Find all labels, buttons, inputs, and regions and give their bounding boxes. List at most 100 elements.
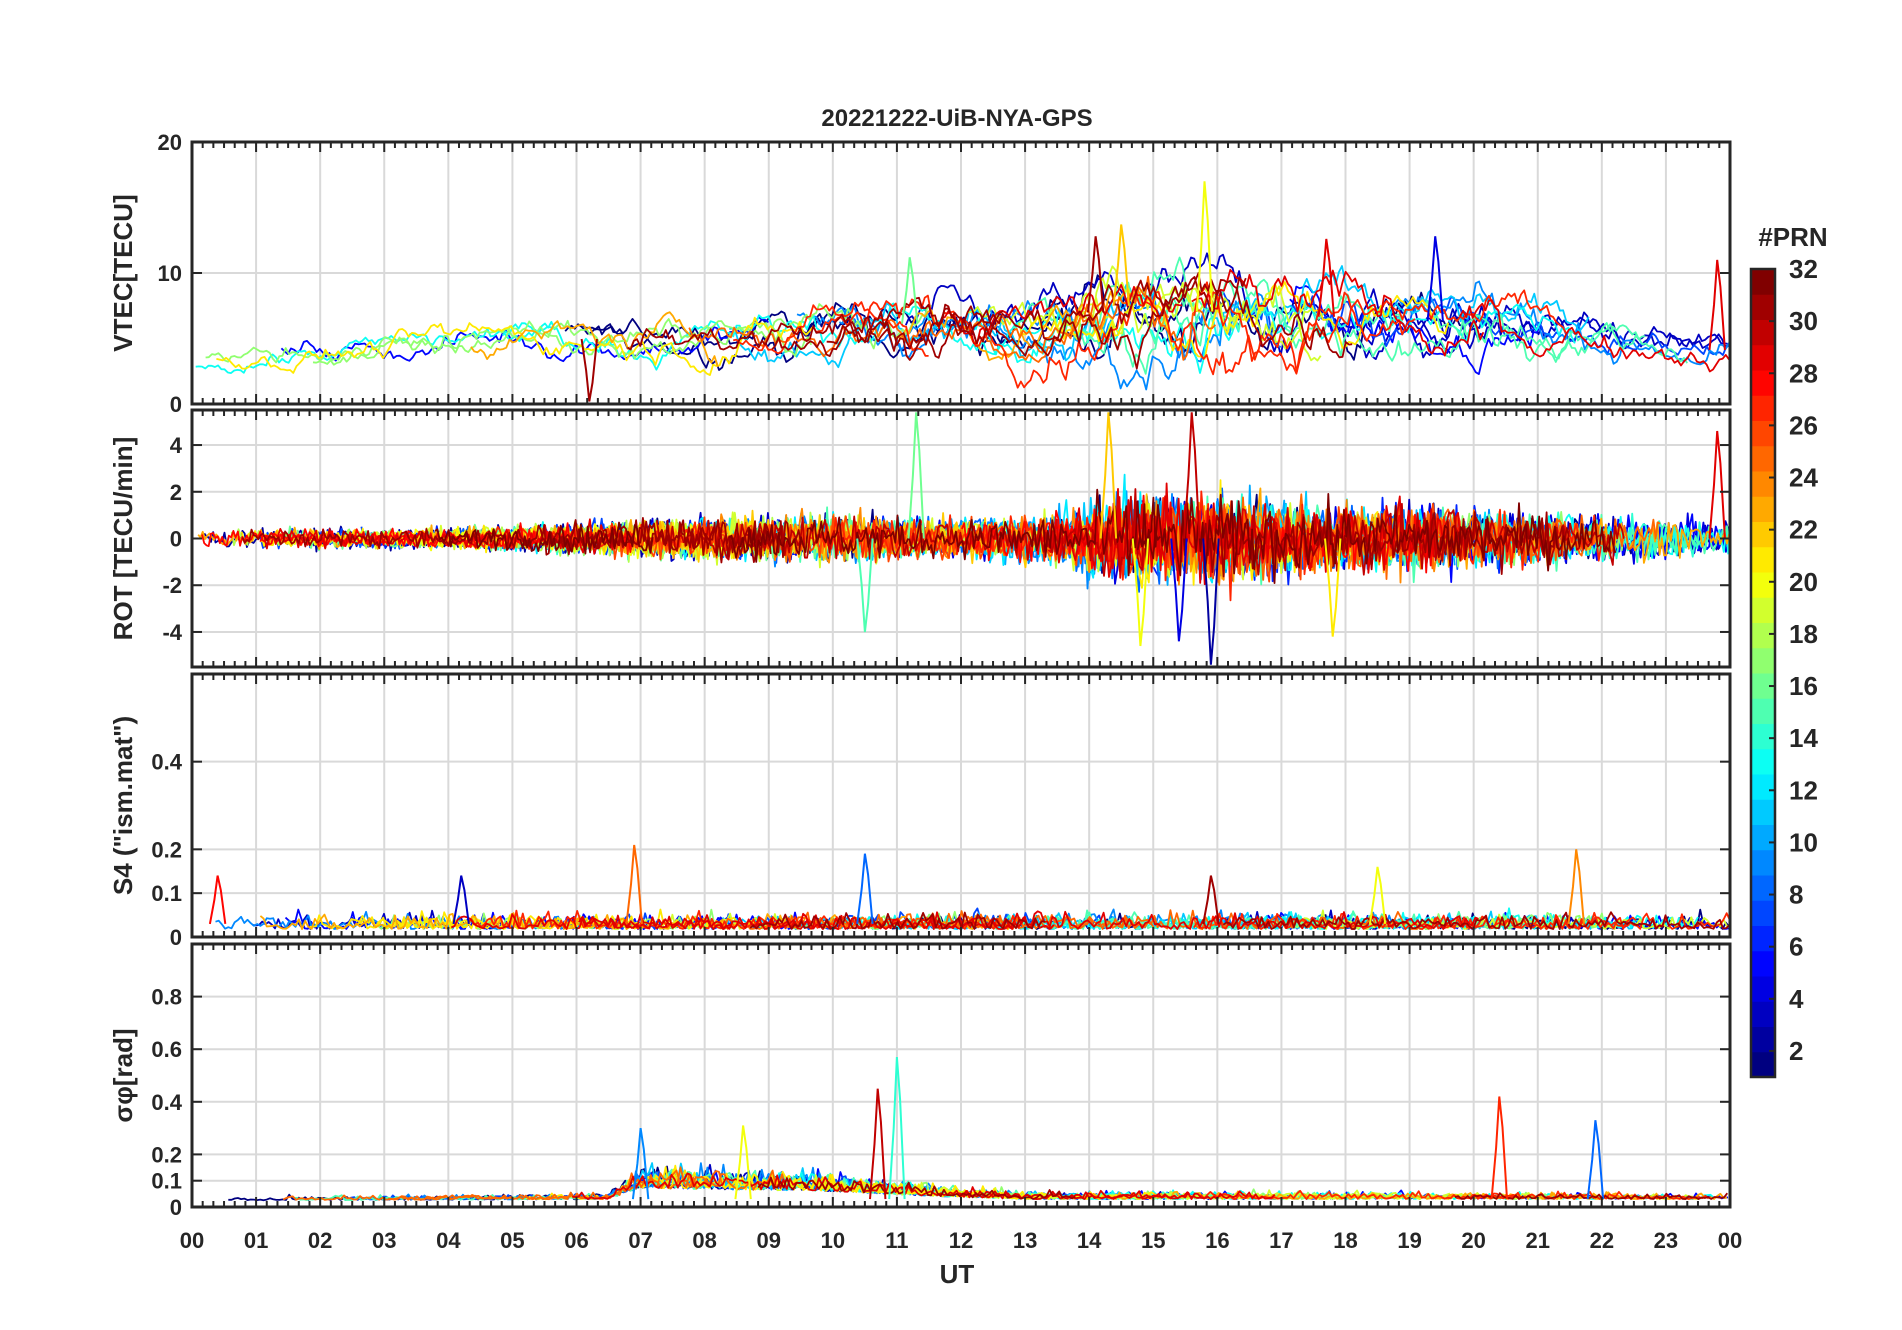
colorbar-level — [1751, 471, 1775, 497]
peak-line-prn-4 — [1426, 236, 1444, 322]
colorbar-level — [1751, 496, 1775, 522]
x-tick-label: 01 — [244, 1228, 268, 1253]
series-line-prn-17 — [312, 303, 932, 364]
peak-line-prn-9 — [631, 1127, 650, 1200]
colorbar-tick-label: 6 — [1789, 932, 1803, 962]
series-line-prn-32 — [728, 488, 1161, 577]
series-line-prn-31 — [1222, 911, 1730, 930]
series-line-prn-3 — [1333, 305, 1729, 361]
x-tick-label: 00 — [180, 1228, 204, 1253]
panel-series — [197, 412, 1730, 665]
series-line-prn-27 — [1193, 281, 1567, 374]
series-line-prn-25 — [977, 275, 1217, 361]
colorbar-level — [1751, 774, 1775, 800]
peak-line-prn-8 — [856, 853, 874, 925]
series-line-prn-23 — [470, 311, 719, 368]
x-tick-label: 20 — [1461, 1228, 1485, 1253]
x-axis-label: UT — [940, 1259, 975, 1289]
series-line-prn-25 — [688, 310, 1107, 363]
panel-ticks — [191, 944, 1731, 1208]
peak-line-prn-20 — [1131, 538, 1150, 647]
peak-line-prn-21 — [1324, 538, 1342, 637]
x-tick-label: 09 — [757, 1228, 781, 1253]
peak-line-prn-31 — [1202, 875, 1220, 925]
x-tick-label: 23 — [1654, 1228, 1678, 1253]
colorbar-level — [1751, 622, 1775, 649]
series-line-prn-31 — [749, 911, 1045, 930]
colorbar-tick-label: 4 — [1789, 984, 1804, 1014]
series-line-prn-23 — [1057, 1190, 1652, 1200]
panel-sigma_phi: 00.10.2 0.4 0.6 0.8 σφ[rad] — [108, 942, 1732, 1220]
colorbar-tick-label: 14 — [1789, 723, 1818, 753]
x-tick-label: 00 — [1718, 1228, 1742, 1253]
colorbar-level — [1751, 950, 1775, 977]
y-tick-label: 0 — [170, 392, 182, 417]
panel-ticks — [191, 141, 1731, 405]
colorbar-tick-label: 28 — [1789, 358, 1818, 388]
series-line-prn-25 — [282, 1166, 724, 1201]
peak-line-prn-22 — [1112, 224, 1130, 306]
series-line-prn-19 — [1041, 265, 1322, 362]
y-tick-label: 0.4 — [151, 1090, 182, 1115]
series-line-prn-5 — [280, 316, 769, 363]
peak-line-prn-28 — [208, 875, 227, 925]
x-tick-label: 17 — [1269, 1228, 1293, 1253]
y-tick-label: 0.2 — [151, 1142, 182, 1167]
x-tick-label: 15 — [1141, 1228, 1165, 1253]
peak-line-prn-20 — [1195, 181, 1214, 312]
colorbar-level — [1751, 1026, 1775, 1053]
y-axis-label-sigma_phi: σφ[rad] — [108, 1028, 138, 1122]
colorbar-level — [1751, 546, 1775, 573]
panel-rot: -4 -2 0 2 4 ROT [TECU/min] — [108, 408, 1732, 669]
panel-series — [208, 844, 1730, 930]
colorbar-level — [1751, 319, 1775, 346]
chart-title: 20221222-UiB-NYA-GPS — [821, 105, 1092, 132]
y-tick-label: 0.8 — [151, 985, 182, 1010]
colorbar-level — [1751, 294, 1775, 320]
colorbar-tick-label: 16 — [1789, 671, 1818, 701]
y-tick-label: 0.6 — [151, 1037, 182, 1062]
colorbar-level — [1751, 445, 1775, 472]
y-axis-label-rot: ROT [TECU/min] — [108, 437, 138, 641]
peak-line-prn-31 — [580, 338, 598, 402]
series-line-prn-32 — [434, 521, 654, 555]
panel-series — [228, 1057, 1729, 1202]
peak-line-prn-30 — [869, 1088, 887, 1200]
peak-line-prn-27 — [1490, 1096, 1508, 1200]
panel-vtec: 0 10 20 VTEC[TECU] — [108, 130, 1732, 417]
peak-line-prn-16 — [907, 412, 925, 539]
panel-ticks — [191, 674, 1731, 938]
y-tick-label: 0.1 — [151, 881, 182, 906]
peak-line-prn-24 — [1567, 849, 1585, 925]
colorbar-tick-label: 2 — [1789, 1036, 1803, 1066]
peak-line-prn-30 — [1183, 412, 1201, 539]
series-line-prn-31 — [539, 517, 772, 564]
peak-line-prn-2 — [1202, 538, 1220, 665]
y-tick-label: 4 — [170, 433, 183, 458]
peak-line-prn-25 — [625, 844, 643, 925]
panel-grid — [191, 674, 1731, 938]
y-tick-label: 0 — [170, 925, 182, 950]
x-tick-label: 19 — [1397, 1228, 1421, 1253]
x-tick-label: 03 — [372, 1228, 396, 1253]
peak-line-prn-31 — [1086, 236, 1105, 313]
colorbar-label: #PRN — [1758, 222, 1827, 252]
y-tick-label: 20 — [158, 130, 182, 155]
x-tick-label: 14 — [1077, 1228, 1102, 1253]
x-tick-labels: 00 01 02 03 04 05 06 07 08 09 10 11 12 13 14 15 16 17 18 19… — [180, 1228, 1742, 1253]
colorbar-level — [1751, 900, 1775, 926]
peak-line-prn-20 — [734, 1125, 752, 1200]
peak-line-prn-29 — [1708, 259, 1726, 351]
series-line-prn-32 — [1136, 492, 1617, 584]
y-tick-label: 2 — [170, 480, 182, 505]
y-tick-label: 10 — [158, 261, 182, 286]
colorbar-level — [1751, 748, 1775, 775]
series-line-prn-31 — [771, 309, 1004, 361]
colorbar-level — [1751, 521, 1775, 548]
colorbar-level — [1751, 723, 1775, 750]
colorbar-level — [1751, 269, 1775, 295]
colorbar-tick-label: 22 — [1789, 515, 1818, 545]
x-tick-label: 02 — [308, 1228, 332, 1253]
y-tick-label: -2 — [162, 573, 182, 598]
series-line-prn-29 — [1459, 299, 1730, 373]
